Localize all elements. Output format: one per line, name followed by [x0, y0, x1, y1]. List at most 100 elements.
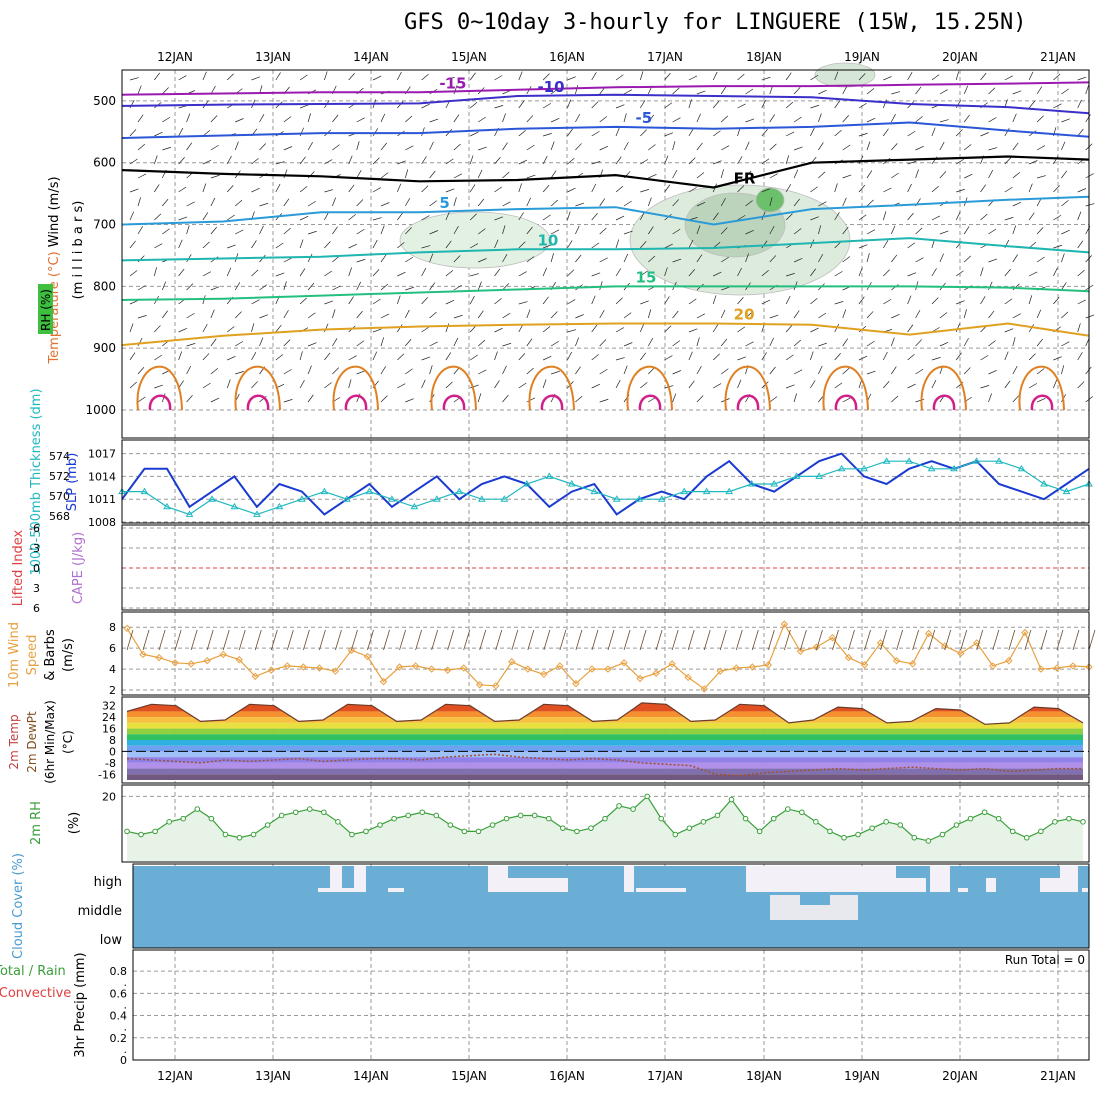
wind-barb — [210, 397, 220, 403]
rh-point — [574, 828, 580, 835]
wind-barb — [891, 395, 899, 403]
isotherm-label: -5 — [636, 109, 653, 127]
wind-barb — [891, 366, 897, 375]
wind-barb — [518, 271, 527, 277]
wind-speed-point — [524, 665, 532, 673]
wind-barb — [202, 71, 207, 81]
wind-barb — [907, 72, 913, 81]
wind-barb — [275, 354, 284, 361]
wind-barb — [980, 267, 984, 277]
wind-barb — [137, 337, 143, 347]
wind-barb — [599, 227, 607, 235]
wind-barb — [720, 309, 726, 319]
wind-barb — [445, 299, 455, 305]
thickness-point — [545, 472, 554, 479]
wind-barb — [526, 226, 533, 235]
wind-speed-point — [876, 639, 885, 647]
day-label-top: 19JAN — [844, 50, 880, 64]
thickness-tick-label: 568 — [49, 510, 70, 523]
wind-barb — [591, 354, 599, 361]
wind-barb — [227, 214, 235, 221]
wind-barb — [186, 365, 192, 375]
rh-point — [180, 815, 187, 822]
thickness-point — [567, 480, 576, 487]
wind-barb — [963, 85, 969, 95]
wind-barb — [1077, 269, 1085, 277]
surface-wind-barb — [607, 629, 615, 651]
wind-barb — [161, 393, 166, 403]
wind-barb — [283, 227, 291, 235]
wind-barb — [696, 142, 703, 151]
wind-barb — [769, 225, 775, 235]
warm-contour — [822, 365, 869, 411]
wind-barb — [988, 87, 996, 95]
wind-barb — [567, 269, 575, 277]
wind-barb — [599, 398, 609, 403]
wind-speed-point — [171, 659, 179, 667]
wind-barb — [793, 339, 802, 347]
wind-barb — [696, 254, 703, 263]
wind-barb — [356, 117, 365, 123]
wind-barb — [235, 229, 244, 235]
wind-barb — [518, 212, 524, 221]
wind-barb — [283, 369, 292, 375]
wind-barb — [332, 144, 340, 151]
lifted-index-axis-label: Lifted Index — [11, 529, 26, 606]
wind-barb — [1036, 309, 1042, 319]
wind-barb — [737, 103, 746, 109]
wind-barb — [502, 171, 510, 179]
warm-contour-inner — [932, 394, 956, 411]
rh-point — [1080, 819, 1086, 825]
panel-cloud-frame — [132, 863, 1090, 949]
surface-wind-barb — [687, 629, 695, 651]
high-cloud-gap — [318, 888, 330, 892]
wind-barb — [162, 228, 170, 235]
wind-barb — [154, 213, 162, 221]
surface-wind-barb — [270, 629, 278, 651]
isotherm-line--5 — [121, 121, 1090, 139]
wind-barb — [737, 296, 744, 305]
wind-barb — [793, 310, 800, 319]
wind-barb — [980, 132, 989, 137]
wind-barb — [720, 227, 728, 235]
wind-barb — [332, 226, 338, 235]
temp-line — [126, 702, 1084, 725]
wind-barb — [737, 215, 746, 221]
rh-point — [588, 825, 594, 831]
wind-barb — [1036, 368, 1045, 375]
wind-barb — [469, 72, 476, 81]
wind-barb — [477, 281, 482, 291]
pressure-tick-label: 800 — [93, 279, 116, 293]
wind-barb — [550, 199, 559, 207]
wind-barb — [858, 355, 868, 361]
wind-barb — [761, 158, 770, 165]
wind-barb — [324, 300, 333, 305]
wind-barb — [478, 116, 486, 123]
wind-barb — [891, 143, 898, 151]
wind-barb — [769, 314, 779, 319]
high-cloud-gap — [958, 888, 968, 892]
rh-point — [278, 812, 285, 819]
wind-barb — [963, 255, 972, 263]
wind-speed-point — [203, 657, 211, 665]
wind-barb — [842, 397, 851, 403]
wind-barb — [1061, 170, 1068, 179]
wind-speed-point — [556, 662, 564, 670]
rh-point — [264, 822, 271, 828]
wind-barb — [599, 339, 607, 347]
wind-barb — [307, 282, 315, 291]
wind-barb — [397, 271, 406, 277]
wind-barb — [526, 144, 535, 151]
wind-barb — [785, 72, 792, 81]
wind-barb — [526, 338, 533, 347]
wind-barb — [470, 354, 478, 361]
wind-speed-point — [716, 667, 724, 675]
wind-barb — [494, 298, 502, 305]
thickness-point — [1040, 480, 1048, 487]
wind-barb — [575, 254, 582, 263]
wind-barb — [161, 281, 167, 291]
wind-barb — [1085, 114, 1091, 123]
wind-barb — [793, 369, 803, 375]
wind-barb — [129, 188, 139, 193]
wind-barb — [842, 226, 849, 235]
